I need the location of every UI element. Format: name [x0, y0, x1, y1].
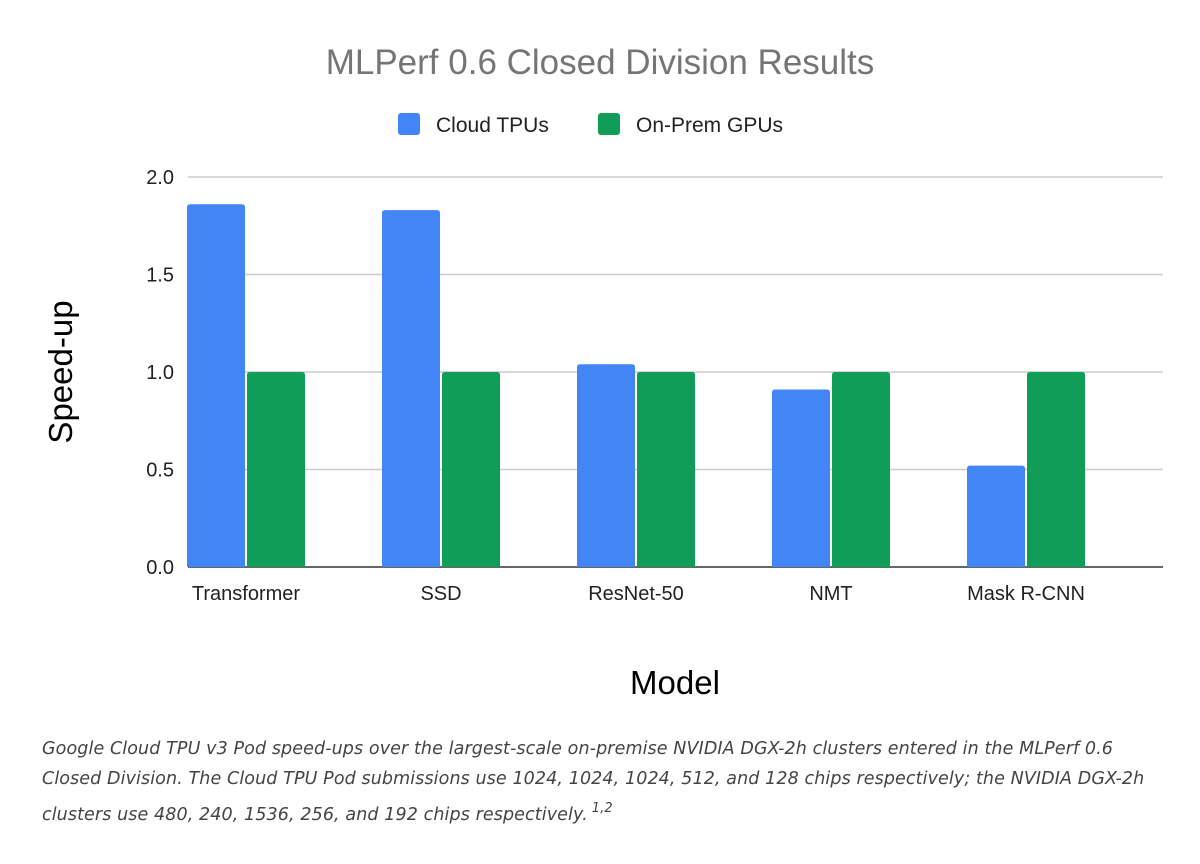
x-tick-label: NMT [809, 583, 852, 605]
legend-swatch [398, 113, 420, 135]
bar-mask-r-cnn-on-prem-gpus [1027, 372, 1085, 567]
bar-transformer-cloud-tpus [187, 204, 245, 568]
bar-ssd-on-prem-gpus [442, 372, 500, 567]
bar-transformer-on-prem-gpus [247, 372, 305, 567]
y-tick-label: 2.0 [146, 167, 174, 189]
bar-mask-r-cnn-cloud-tpus [967, 465, 1025, 567]
bar-nmt-on-prem-gpus [832, 372, 890, 567]
y-axis-label: Speed-up [42, 300, 79, 443]
y-tick-label: 1.5 [146, 265, 174, 287]
legend-label: Cloud TPUs [436, 114, 549, 137]
x-tick-label: Mask R-CNN [967, 583, 1085, 605]
x-tick-label: ResNet-50 [588, 583, 684, 605]
bar-ssd-cloud-tpus [382, 210, 440, 567]
bar-nmt-cloud-tpus [772, 389, 830, 567]
bar-resnet-50-cloud-tpus [577, 364, 635, 567]
x-axis-label: Model [630, 664, 720, 701]
bars [187, 204, 1085, 568]
y-tick-label: 1.0 [146, 362, 174, 384]
caption-text: Google Cloud TPU v3 Pod speed-ups over t… [42, 739, 1145, 825]
x-tick-label: SSD [420, 583, 461, 605]
bar-chart: MLPerf 0.6 Closed Division Results Cloud… [42, 43, 1163, 701]
y-tick-label: 0.0 [146, 557, 174, 579]
figure-caption: Google Cloud TPU v3 Pod speed-ups over t… [42, 734, 1162, 830]
y-axis-ticks: 0.0 0.5 1.0 1.5 2.0 [146, 167, 174, 579]
x-axis-ticks: Transformer SSD ResNet-50 NMT Mask R-CNN [192, 583, 1085, 605]
y-tick-label: 0.5 [146, 460, 174, 482]
legend-label: On-Prem GPUs [636, 114, 783, 137]
x-tick-label: Transformer [192, 583, 301, 605]
legend: Cloud TPUs On-Prem GPUs [398, 113, 783, 137]
chart-title: MLPerf 0.6 Closed Division Results [326, 43, 875, 82]
footnote-ref[interactable]: 1,2 [591, 801, 613, 816]
legend-swatch [598, 113, 620, 135]
bar-resnet-50-on-prem-gpus [637, 372, 695, 567]
